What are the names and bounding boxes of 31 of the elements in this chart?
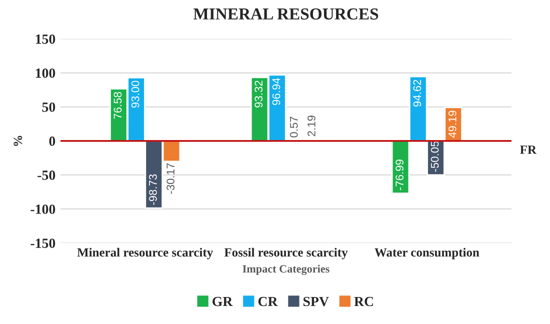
legend-label: GR — [212, 296, 233, 306]
y-axis-title: % — [14, 136, 22, 146]
data-label: 93.32 — [254, 80, 263, 108]
data-label: -76.99 — [396, 160, 404, 190]
data-label: 49.19 — [448, 110, 456, 138]
y-tick-label: -50 — [38, 170, 56, 180]
data-label: 2.19 — [308, 116, 316, 136]
data-label: 96.94 — [272, 78, 280, 105]
legend-label: SPV — [303, 296, 329, 306]
x-tick-label: Fossil resource scarcity — [224, 248, 348, 260]
legend-label: RC — [354, 296, 373, 306]
y-tick-label: -150 — [30, 238, 56, 248]
x-axis-title: Impact Categories — [242, 264, 330, 275]
y-tick-label: 0 — [49, 136, 56, 146]
data-label: -98.73 — [148, 174, 157, 205]
x-tick-label: Mineral resource scarcity — [77, 248, 213, 260]
chart-title: MINERAL RESOURCES — [193, 8, 378, 20]
data-label: 94.62 — [413, 80, 422, 107]
data-label: 93.00 — [131, 80, 140, 108]
data-label: 76.58 — [114, 92, 122, 119]
data-label: -30.17 — [166, 163, 174, 194]
y-tick-label: 50 — [42, 102, 56, 112]
bar — [408, 76, 428, 142]
x-tick-label: Water consumption — [374, 248, 480, 260]
y-tick-label: -100 — [30, 204, 56, 214]
legend-label: CR — [258, 296, 278, 306]
data-label: 0.57 — [290, 116, 298, 138]
data-label: -50.05 — [430, 141, 439, 172]
y-tick-label: 100 — [36, 68, 56, 78]
y-tick-label: 150 — [36, 34, 56, 44]
ref-line-label: FR — [520, 146, 537, 154]
